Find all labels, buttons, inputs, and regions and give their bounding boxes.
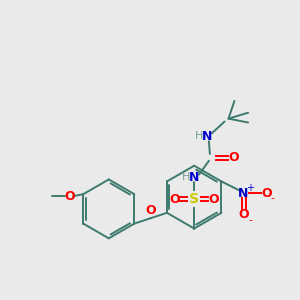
Text: O: O — [228, 152, 239, 164]
Text: O: O — [145, 204, 156, 217]
Text: O: O — [169, 193, 180, 206]
Text: O: O — [261, 187, 272, 200]
Text: H: H — [195, 131, 203, 141]
Text: O: O — [64, 190, 75, 202]
Text: N: N — [238, 187, 248, 200]
Text: -: - — [249, 215, 253, 225]
Text: N: N — [189, 171, 200, 184]
Text: S: S — [189, 192, 199, 206]
Text: +: + — [246, 183, 254, 193]
Text: N: N — [202, 130, 212, 143]
Text: O: O — [238, 208, 249, 221]
Text: H: H — [182, 172, 190, 182]
Text: -: - — [270, 193, 274, 203]
Text: O: O — [208, 193, 219, 206]
